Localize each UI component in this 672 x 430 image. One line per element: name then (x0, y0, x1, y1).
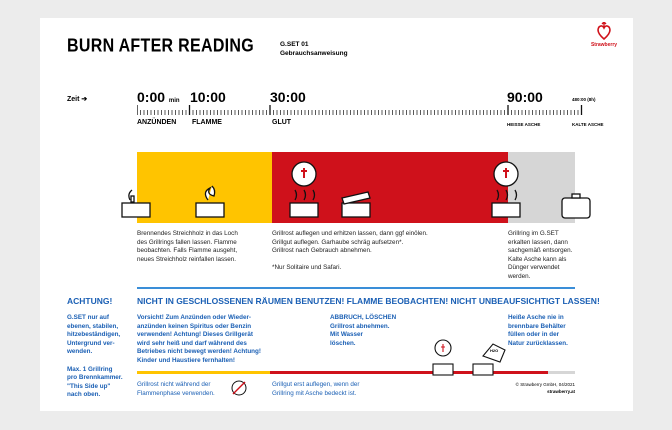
brand-logo: Strawberry (585, 21, 623, 48)
text-line: Grillrost nicht während der (137, 381, 211, 388)
website: strawberry.at (547, 389, 575, 394)
text-line: Grillrost nach Gebrauch abnehmen. (272, 247, 372, 255)
abbruch-text: Grillrost abnehmen. Mit Wasser löschen. (330, 323, 396, 349)
text-line: sachgemäß entsorgen. (508, 247, 573, 255)
text-line: des Grillrings fallen lassen. Flamme (137, 238, 237, 246)
strawberry-heart-icon (597, 21, 611, 41)
text-line: Grillrost auflegen und erhitzen lassen, … (272, 230, 428, 237)
copyright: © Strawberry GmbH, 04/2021 (515, 382, 575, 387)
time-unit: min (168, 98, 180, 104)
text-line: "This Side up" (67, 382, 111, 390)
abbruch-title: ABBRUCH, LÖSCHEN (330, 314, 397, 321)
text-line: wenden. (67, 348, 93, 356)
time-90: 90:00 (507, 89, 543, 105)
text-line: Mit Wasser (330, 331, 364, 339)
phase-kalte-asche: KALTE ASCHE (572, 122, 604, 127)
note-grillrost: Grillrost nicht während der Flammenphase … (137, 381, 215, 398)
grill-hood-icon (341, 191, 371, 218)
product-info: G.SET 01 Gebrauchsanweisung (280, 40, 348, 58)
text-line: Kinder und Haustiere fernhalten! (137, 356, 235, 364)
warning-asche: Heiße Asche nie in brennbare Behälter füll… (508, 314, 568, 348)
footer: © Strawberry GmbH, 04/2021 strawberry.at (500, 381, 575, 395)
text-line: Grillgut auflegen. Garhaube schräg aufse… (272, 238, 404, 246)
grill-match-icon (121, 189, 151, 218)
bar-gray (548, 371, 575, 374)
text-line: hitzebeständigen, (67, 331, 121, 339)
text-line: erkalten lassen, dann (508, 238, 568, 246)
extinguish-illustration: H2O (432, 339, 506, 376)
text-line: brennbare Behälter (508, 322, 566, 330)
phase-anzuenden: ANZÜNDEN (137, 119, 177, 126)
phase-flamme: FLAMME (192, 119, 222, 126)
instruction-sheet: BURN AFTER READING G.SET 01 Gebrauchsanw… (40, 18, 633, 411)
phase-text-glut: Grillrost auflegen und erhitzen lassen, … (272, 230, 428, 273)
text-line: *Nur Solitaire und Safari. (272, 264, 342, 272)
text-line: anzünden keinen Spiritus oder Benzin (137, 322, 252, 330)
time-30: 30:00 (270, 89, 306, 105)
arrow-right-icon: ➔ (81, 96, 88, 103)
timeline-label: Zeit ➔ (67, 95, 87, 103)
text-line (272, 256, 428, 265)
warning-abbruch: ABBRUCH, LÖSCHEN Grillrost abnehmen. Mit W… (330, 314, 396, 348)
text-line (67, 357, 123, 366)
phase-text-anzuenden: Brennendes Streichholz in das Loch des Gr… (137, 230, 238, 264)
divider (137, 287, 575, 289)
text-line: Kalte Asche kann als (508, 255, 567, 263)
text-line: Heiße Asche nie in (508, 314, 564, 321)
page-title: BURN AFTER READING (67, 36, 255, 57)
brand-name: Strawberry (590, 42, 618, 48)
text-line: löschen. (330, 339, 356, 347)
no-grate-icon (231, 380, 247, 396)
text-line: Grillrost abnehmen. (330, 322, 390, 330)
text-line: Grillring mit Asche bedeckt ist. (272, 389, 357, 397)
warning-left-text: G.SET nur auf ebenen, stabilen, hitzebestä… (67, 314, 123, 400)
text-line: Brennendes Streichholz in das Loch (137, 230, 238, 237)
warning-vorsicht: Vorsicht! Zum Anzünden oder Wieder-anzün… (137, 314, 261, 366)
water-label: H2O (490, 348, 498, 353)
grill-illustrations (121, 161, 591, 219)
note-grillgut: Grillgut erst auflegen, wenn der Grillrin… (272, 381, 360, 398)
product-name: G.SET 01 (280, 41, 309, 48)
phase-glut: GLUT (272, 119, 292, 126)
bar-yellow (137, 371, 270, 374)
achtung-heading: ACHTUNG! (67, 296, 113, 306)
warning-banner: NICHT IN GESCHLOSSENEN RÄUMEN BENUTZEN! … (137, 296, 600, 306)
doc-type: Gebrauchsanweisung (280, 50, 348, 57)
text-line: Betriebes nicht bewegt werden! Achtung! (137, 348, 261, 356)
text-line: Untergrund ver- (67, 339, 115, 347)
grill-hot-icon (491, 161, 521, 218)
text-line: nach oben. (67, 391, 101, 399)
text-line: neues Streichholz reinfallen lassen. (137, 255, 237, 263)
text-line: G.SET nur auf (67, 314, 109, 321)
text-line: Grillgut erst auflegen, wenn der (272, 381, 360, 388)
text-line: wird sehr heiß und darf während des (137, 339, 247, 347)
time-0-value: 0:00 (137, 89, 166, 105)
text-line: Grillring im G.SET (508, 230, 559, 237)
text-line: Max. 1 Grillring (67, 365, 113, 373)
text-line: ebenen, stabilen, (67, 322, 119, 330)
text-line: Flammenphase verwenden. (137, 389, 215, 397)
time-0: 0:00 min (137, 89, 180, 105)
timeline-ruler (137, 105, 583, 115)
text-line: verwenden! Achtung! Dieses Grillgerät (137, 331, 253, 339)
text-line: füllen oder in der (508, 331, 560, 339)
bar-red (270, 371, 548, 374)
text-line: Dünger verwendet (508, 264, 560, 272)
text-line: werden. (508, 272, 531, 280)
phase-heisse-asche: HEISSE ASCHE (507, 122, 541, 127)
time-480: 480:00 (8h) (572, 97, 596, 102)
grill-flame-icon (195, 185, 225, 218)
phase-text-asche: Grillring im G.SET erkalten lassen, dann s… (508, 230, 572, 282)
grill-cold-icon (561, 193, 591, 219)
grill-grate-icon (289, 161, 319, 218)
timeline-label-text: Zeit (67, 96, 80, 103)
text-line: beobachten. Falls Flamme ausgeht, (137, 247, 238, 255)
text-line: pro Brennkammer. (67, 374, 123, 382)
time-10: 10:00 (190, 89, 226, 105)
text-line: Vorsicht! Zum Anzünden oder Wieder- (137, 314, 251, 321)
text-line: Natur zurücklassen. (508, 339, 568, 347)
